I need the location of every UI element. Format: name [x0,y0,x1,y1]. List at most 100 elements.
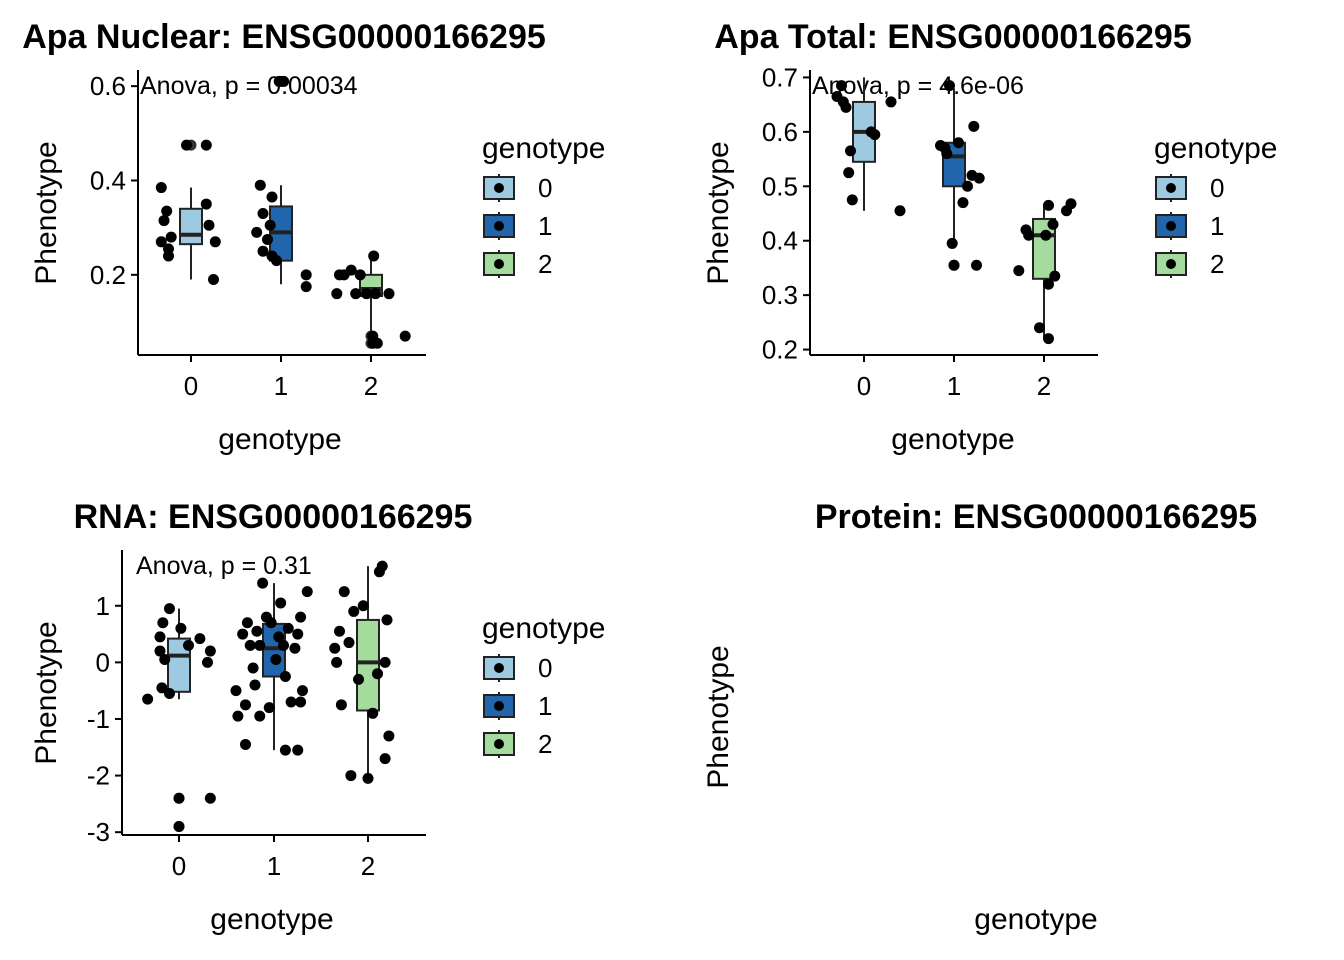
x-tick-label: 2 [361,851,375,881]
chart-title: Apa Total: ENSG00000166295 [714,18,1192,56]
x-tick-label: 1 [267,851,281,881]
data-point [345,264,357,276]
legend-key-point [1166,221,1176,231]
data-point [338,586,350,598]
legend-title: genotype [482,132,605,165]
data-point [973,172,985,184]
data-point [300,269,312,281]
data-point [370,288,381,300]
data-point [368,250,380,262]
data-point [204,792,216,804]
data-point [1065,198,1077,210]
data-point [846,194,858,206]
data-point [244,639,256,651]
data-point [254,639,266,651]
legend-title: genotype [1154,132,1277,165]
data-point [383,288,395,300]
panel-apa-nuclear: Apa Nuclear: ENSG00000166295 Anova, p = … [22,18,605,456]
data-point [968,120,980,132]
data-point [383,730,395,742]
y-tick-label: 0.2 [762,335,798,365]
data-point [362,772,374,784]
data-point [1043,278,1054,290]
data-point [1047,218,1059,230]
data-point [265,617,277,629]
data-point [379,656,391,668]
data-point [353,673,364,685]
panel-rna: RNA: ENSG00000166295 Anova, p = 0.31 gen… [30,498,605,936]
data-point [399,330,411,342]
y-tick-label: 0.6 [762,117,798,147]
data-point [156,682,168,694]
data-point [1013,265,1025,277]
data-point [279,671,291,683]
data-point [372,668,383,680]
data-point [262,233,273,245]
data-point [175,622,187,634]
y-axis-label: Phenotype [702,645,735,788]
data-point [282,622,294,634]
data-point [237,628,249,640]
data-point [164,603,175,615]
data-point [345,770,357,782]
x-axis-label: genotype [218,423,341,456]
y-tick-label: 0.6 [90,71,126,101]
data-point [840,101,852,113]
chart-title: RNA: ENSG00000166295 [74,498,473,536]
data-point [946,237,958,249]
data-point [354,269,366,281]
data-point [376,560,388,572]
data-point [275,597,287,609]
y-tick-label: 1 [96,591,110,621]
data-point [270,654,282,666]
plot-area: -3 -2 -1 0 1 0 1 2 [87,550,426,881]
box-genotype-2 [356,618,380,712]
x-axis-label: genotype [974,903,1097,936]
data-point [154,631,166,643]
data-point [181,139,192,151]
data-point [264,219,276,231]
data-point [263,702,275,714]
data-point [1034,322,1045,334]
data-point [159,654,171,666]
data-point [266,191,278,203]
panel-apa-total: Apa Total: ENSG00000166295 Anova, p = 4.… [702,18,1277,456]
box-genotype-0 [167,637,191,693]
data-point [278,75,290,87]
data-point [885,96,897,108]
data-point [971,259,982,271]
data-point [361,288,372,300]
data-point [331,288,343,300]
data-point [254,710,266,722]
data-point [301,586,313,598]
data-point [1043,333,1054,345]
box-genotype-0 [179,207,203,246]
data-point [240,699,251,711]
data-point [173,792,185,804]
plot-area: 0.2 0.3 0.4 0.5 0.6 0.7 0 1 2 [762,62,1098,401]
data-point [334,625,345,637]
legend-label: 0 [538,173,552,203]
data-point [292,744,304,756]
data-point [295,696,307,708]
data-point [957,197,969,209]
x-tick-label: 0 [184,371,198,401]
data-point [161,205,173,217]
data-point [194,633,206,645]
data-point [271,255,282,267]
data-point [335,699,347,711]
data-point [142,693,154,705]
data-point [331,656,343,668]
x-tick-label: 1 [274,371,288,401]
data-point [164,688,175,699]
data-point [251,226,263,238]
y-tick-label: 0.4 [762,226,798,256]
y-tick-label: -1 [87,704,110,734]
legend-key-point [494,259,504,269]
legend-label: 1 [1210,211,1224,241]
data-point [208,274,219,286]
legend-key-point [1166,183,1176,193]
legend-key-point [494,701,504,711]
data-point [285,696,297,708]
data-point [1040,229,1052,241]
